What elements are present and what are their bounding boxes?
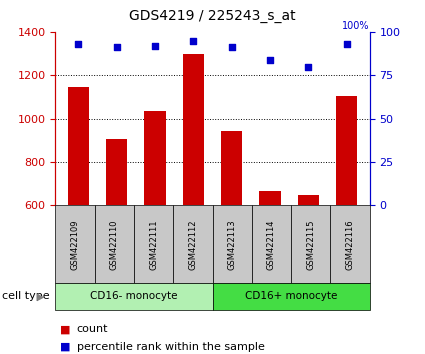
Text: GSM422111: GSM422111 <box>149 219 158 269</box>
Text: ■: ■ <box>60 324 70 334</box>
Text: ■: ■ <box>60 342 70 352</box>
Bar <box>336 96 357 205</box>
Point <box>305 64 312 69</box>
Bar <box>260 190 280 205</box>
Point <box>152 43 159 48</box>
Point <box>113 45 120 50</box>
Bar <box>298 195 319 205</box>
Point <box>266 57 273 62</box>
Text: GSM422115: GSM422115 <box>306 219 315 269</box>
Text: GSM422109: GSM422109 <box>71 219 79 269</box>
Bar <box>144 111 165 205</box>
Text: GDS4219 / 225243_s_at: GDS4219 / 225243_s_at <box>129 9 296 23</box>
Text: 100%: 100% <box>342 21 370 31</box>
Bar <box>106 139 127 205</box>
Text: cell type: cell type <box>2 291 50 302</box>
Bar <box>183 53 204 205</box>
Text: count: count <box>76 324 108 334</box>
Point <box>75 41 82 47</box>
Text: GSM422116: GSM422116 <box>346 219 354 270</box>
Text: GSM422113: GSM422113 <box>228 219 237 270</box>
Text: GSM422110: GSM422110 <box>110 219 119 269</box>
Text: GSM422112: GSM422112 <box>188 219 197 269</box>
Point <box>190 38 197 44</box>
Text: CD16- monocyte: CD16- monocyte <box>90 291 178 302</box>
Bar <box>221 131 242 205</box>
Text: GSM422114: GSM422114 <box>267 219 276 269</box>
Text: percentile rank within the sample: percentile rank within the sample <box>76 342 264 352</box>
Point <box>343 41 350 47</box>
Bar <box>68 87 89 205</box>
Point <box>228 45 235 50</box>
Text: ▶: ▶ <box>37 291 44 302</box>
Text: CD16+ monocyte: CD16+ monocyte <box>245 291 337 302</box>
